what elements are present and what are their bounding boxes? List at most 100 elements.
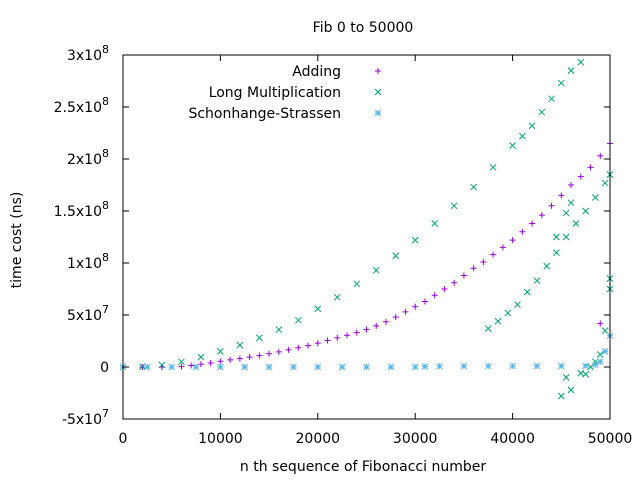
data-point [504,309,512,317]
data-point [285,346,292,353]
data-point [518,132,526,140]
data-point [557,362,565,370]
y-tick-mantissa: 2.5x10 [54,100,102,116]
data-point [601,327,609,334]
y-tick-label: 3x108 [67,43,109,64]
data-point [305,342,312,349]
data-point [523,288,531,296]
data-point [484,325,492,332]
y-tick-label: -5x107 [62,407,109,428]
data-point [528,122,536,130]
data-point [363,363,370,371]
y-tick-mantissa: -5x10 [62,412,102,428]
data-point [178,358,185,366]
y-tick-label: 1x108 [67,251,109,272]
data-point [596,358,604,366]
x-tick-label: 40000 [490,431,535,447]
data-point [363,326,370,333]
data-point [178,363,185,370]
data-point [509,362,516,370]
data-point [577,173,584,180]
data-point [421,363,429,370]
data-point [582,362,590,370]
data-point [484,362,492,370]
axis-ticks: 0 10000 20000 30000 40000 50000-5x10705x1071x… [54,43,633,447]
y-tick-mantissa: 2x10 [67,152,102,168]
y-tick-label: 2.5x108 [54,95,109,116]
data-point [568,182,575,188]
data-point [324,337,331,344]
data-point [382,318,389,325]
data-point [246,354,253,361]
data-point [227,356,234,363]
data-point [553,233,560,241]
x-tick-label: 20000 [296,431,341,447]
data-point [402,308,409,315]
data-point [290,363,297,371]
data-point [344,332,351,339]
data-point [275,348,282,355]
y-tick-exponent: 8 [102,95,109,108]
data-point [333,293,341,301]
x-axis-label: n th sequence of Fibonacci number [240,459,486,475]
data-point [567,386,575,394]
data-point [557,79,565,87]
data-point [494,317,502,325]
data-point [143,363,151,371]
y-tick-label: 2x108 [67,147,109,168]
y-tick-exponent: 7 [102,303,109,316]
data-point [168,363,176,371]
data-point [470,265,477,272]
data-point [217,348,224,355]
data-point [509,237,516,244]
data-point [275,326,283,333]
data-point [197,353,205,361]
data-point [490,251,497,258]
data-point [373,322,380,329]
data-point [387,363,395,371]
data-point [431,292,438,299]
data-point [601,179,609,187]
y-tick-exponent: 8 [102,251,109,264]
data-point [470,183,477,191]
data-point [314,340,321,347]
data-point [582,207,590,215]
data-point [236,341,244,349]
data-point [412,303,419,310]
data-point [372,266,380,274]
data-point [192,363,200,371]
data-point [538,108,546,116]
y-tick-mantissa: 1x10 [67,256,102,272]
data-point [509,142,516,149]
data-point [451,279,458,286]
data-point [548,202,555,209]
data-point [548,95,555,103]
data-point [489,163,497,171]
y-tick-label: 1.5x108 [54,199,109,220]
data-point [256,334,263,342]
data-point [392,314,399,321]
data-point [265,363,273,371]
y-tick-label: 5x107 [67,303,109,324]
series-2 [119,332,614,371]
x-tick-label: 0 [119,431,128,447]
y-tick-exponent: 8 [102,199,109,212]
legend-marker [374,88,382,96]
data-point [499,244,506,251]
y-tick-mantissa: 3x10 [67,48,102,64]
data-point [256,352,263,359]
data-point [314,305,322,313]
data-point [217,363,224,371]
data-point [411,236,419,244]
data-point [592,358,599,366]
data-point [338,363,346,371]
data-point [597,152,604,159]
data-point [572,220,580,227]
y-tick-mantissa: 1.5x10 [54,204,102,220]
y-tick-exponent: 7 [102,407,109,420]
data-point [295,344,302,351]
data-point [266,350,273,357]
x-tick-label: 50000 [588,431,633,447]
data-point [353,329,360,336]
